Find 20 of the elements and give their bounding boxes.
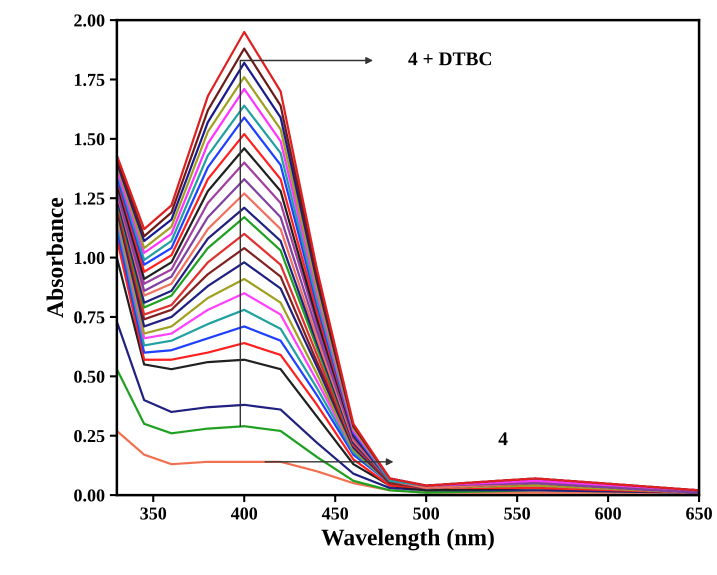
- y-tick-label: 0.50: [74, 370, 104, 383]
- annotation: 4 + DTBC: [408, 52, 492, 66]
- x-tick-label: 350: [140, 507, 166, 520]
- x-tick-label: 650: [686, 507, 712, 520]
- x-tick-label: 500: [413, 507, 440, 520]
- y-axis-title: Absorbance: [46, 198, 64, 318]
- y-tick-label: 1.25: [74, 192, 104, 205]
- y-tick-label: 1.00: [74, 252, 104, 264]
- y-tick-label: 0.75: [74, 311, 104, 324]
- annotation: 4: [498, 432, 508, 446]
- y-tick-label: 2.00: [74, 14, 104, 27]
- y-tick-label: 1.50: [74, 133, 104, 146]
- x-tick-label: 450: [322, 507, 348, 520]
- y-tick-label: 0.25: [74, 430, 104, 442]
- y-tick-label: 1.75: [74, 74, 104, 86]
- x-axis-title: Wavelength (nm): [321, 528, 494, 550]
- y-tick-label: 0.00: [74, 489, 104, 502]
- x-tick-label: 600: [595, 507, 621, 520]
- x-tick-label: 550: [504, 507, 530, 520]
- x-tick-label: 400: [230, 507, 258, 520]
